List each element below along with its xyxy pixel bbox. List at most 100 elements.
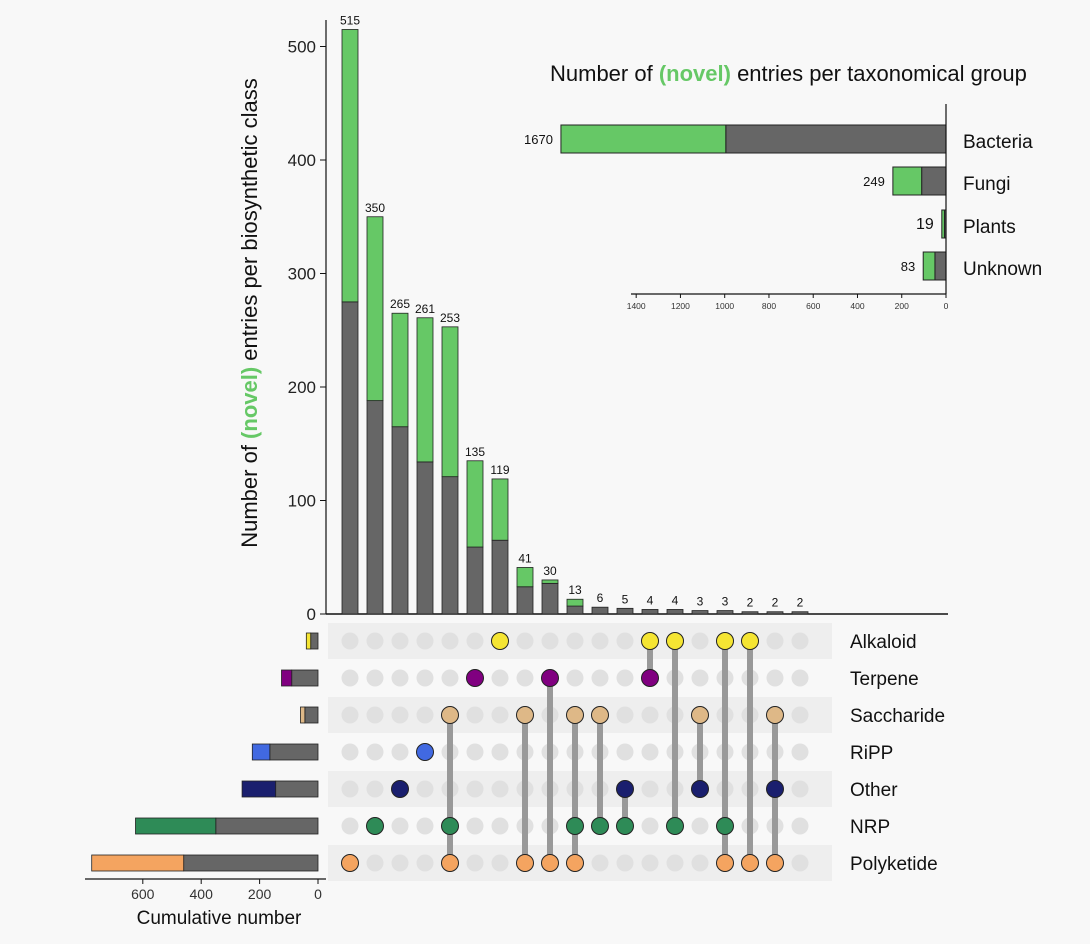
intersection-bar-known xyxy=(741,611,759,615)
intersection-bar-known xyxy=(716,610,734,615)
matrix-dot-active xyxy=(716,817,734,835)
taxon-count-label: 83 xyxy=(901,259,915,274)
matrix-dot-inactive xyxy=(366,632,384,650)
matrix-dot-active xyxy=(391,780,409,798)
y-tick-label: 300 xyxy=(288,265,316,284)
intersection-count-label: 135 xyxy=(465,445,485,459)
y-tick-label: 100 xyxy=(288,492,316,511)
inset-tick-label: 200 xyxy=(895,301,909,311)
set-size-bar-colored xyxy=(281,669,293,687)
intersection-count-label: 3 xyxy=(722,595,729,609)
matrix-dot-inactive xyxy=(791,817,809,835)
y-tick-label: 400 xyxy=(288,151,316,170)
matrix-dot-active xyxy=(741,632,759,650)
set-size-bar-colored xyxy=(305,632,312,650)
set-size-bar-known xyxy=(269,743,319,761)
intersection-bar-known xyxy=(791,611,809,615)
set-size-bar-colored xyxy=(135,817,217,835)
intersection-count-label: 4 xyxy=(672,593,679,607)
intersection-bar-novel xyxy=(516,567,534,588)
y-axis-label-highlight: (novel) xyxy=(237,367,262,439)
taxon-bar-novel xyxy=(560,124,727,154)
taxon-bar-known xyxy=(934,251,947,281)
matrix-dot-active xyxy=(691,706,709,724)
intersection-bar-known xyxy=(516,586,534,615)
matrix-dot-inactive xyxy=(341,669,359,687)
intersection-count-label: 350 xyxy=(365,201,385,215)
inset-tick-label: 600 xyxy=(806,301,820,311)
set-label: NRP xyxy=(850,817,890,838)
intersection-bar-novel xyxy=(366,216,384,402)
set-label: Polyketide xyxy=(850,854,938,875)
matrix-dot-inactive xyxy=(416,632,434,650)
matrix-dot-inactive xyxy=(641,780,659,798)
intersection-count-label: 3 xyxy=(697,595,704,609)
matrix-dot-active xyxy=(666,632,684,650)
matrix-dot-inactive xyxy=(691,669,709,687)
y-axis-label: Number of (novel) entries per biosynthet… xyxy=(237,78,262,548)
inset-tick-label: 1000 xyxy=(715,301,734,311)
matrix-dot-inactive xyxy=(766,669,784,687)
intersection-bar-novel xyxy=(416,317,434,463)
matrix-dot-active xyxy=(591,817,609,835)
matrix-dot-inactive xyxy=(441,632,459,650)
matrix-dot-inactive xyxy=(391,854,409,872)
intersection-count-label: 261 xyxy=(415,302,435,316)
intersection-bar-known xyxy=(591,606,609,615)
intersection-count-label: 265 xyxy=(390,297,410,311)
set-size-tick-label: 0 xyxy=(314,886,322,902)
matrix-dot-inactive xyxy=(366,854,384,872)
set-size-tick-label: 600 xyxy=(131,886,155,902)
matrix-dot-active xyxy=(566,706,584,724)
intersection-count-label: 253 xyxy=(440,311,460,325)
matrix-dot-inactive xyxy=(641,817,659,835)
matrix-dot-inactive xyxy=(341,817,359,835)
y-axis-label-suffix: entries per biosynthetic class xyxy=(237,78,262,367)
intersection-bar-known xyxy=(616,607,634,615)
matrix-dot-inactive xyxy=(491,743,509,761)
set-size-tick-label: 400 xyxy=(190,886,214,902)
taxon-bar-novel xyxy=(892,166,923,196)
matrix-dot-inactive xyxy=(791,669,809,687)
intersection-bar-known xyxy=(391,426,409,615)
matrix-dot-inactive xyxy=(466,632,484,650)
matrix-dot-inactive xyxy=(766,632,784,650)
set-size-bar-known xyxy=(304,706,319,724)
y-tick-label: 0 xyxy=(307,605,316,624)
intersection-count-label: 515 xyxy=(340,13,360,27)
matrix-dot-inactive xyxy=(391,669,409,687)
matrix-dot-inactive xyxy=(416,854,434,872)
matrix-dot-active xyxy=(616,780,634,798)
intersection-count-label: 2 xyxy=(747,596,754,610)
intersection-bar-novel xyxy=(541,579,559,584)
matrix-dot-inactive xyxy=(366,706,384,724)
matrix-dot-inactive xyxy=(366,669,384,687)
inset-title-highlight: (novel) xyxy=(659,61,731,86)
matrix-dot-active xyxy=(766,854,784,872)
matrix-dot-active xyxy=(741,854,759,872)
matrix-dot-inactive xyxy=(591,854,609,872)
matrix-dot-inactive xyxy=(616,669,634,687)
inset-tick-label: 1200 xyxy=(671,301,690,311)
intersection-count-label: 41 xyxy=(518,551,532,565)
matrix-dot-inactive xyxy=(366,743,384,761)
inset-title: Number of (novel) entries per taxonomica… xyxy=(550,61,1027,86)
matrix-dot-active xyxy=(516,706,534,724)
set-size-bar-colored xyxy=(241,780,277,798)
y-tick-label: 200 xyxy=(288,378,316,397)
intersection-count-label: 2 xyxy=(772,596,779,610)
taxon-bar-known xyxy=(725,124,947,154)
intersection-bar-known xyxy=(691,610,709,615)
matrix-dot-inactive xyxy=(616,854,634,872)
matrix-dot-inactive xyxy=(341,706,359,724)
intersection-bar-novel xyxy=(491,478,509,541)
set-size-tick-label: 200 xyxy=(248,886,272,902)
intersection-bar-novel xyxy=(566,598,584,607)
matrix-dot-inactive xyxy=(516,632,534,650)
matrix-dot-inactive xyxy=(666,854,684,872)
matrix-dot-active xyxy=(416,743,434,761)
intersection-bar-known xyxy=(566,605,584,615)
matrix-dot-active xyxy=(641,669,659,687)
set-size-bar-colored xyxy=(91,854,185,872)
